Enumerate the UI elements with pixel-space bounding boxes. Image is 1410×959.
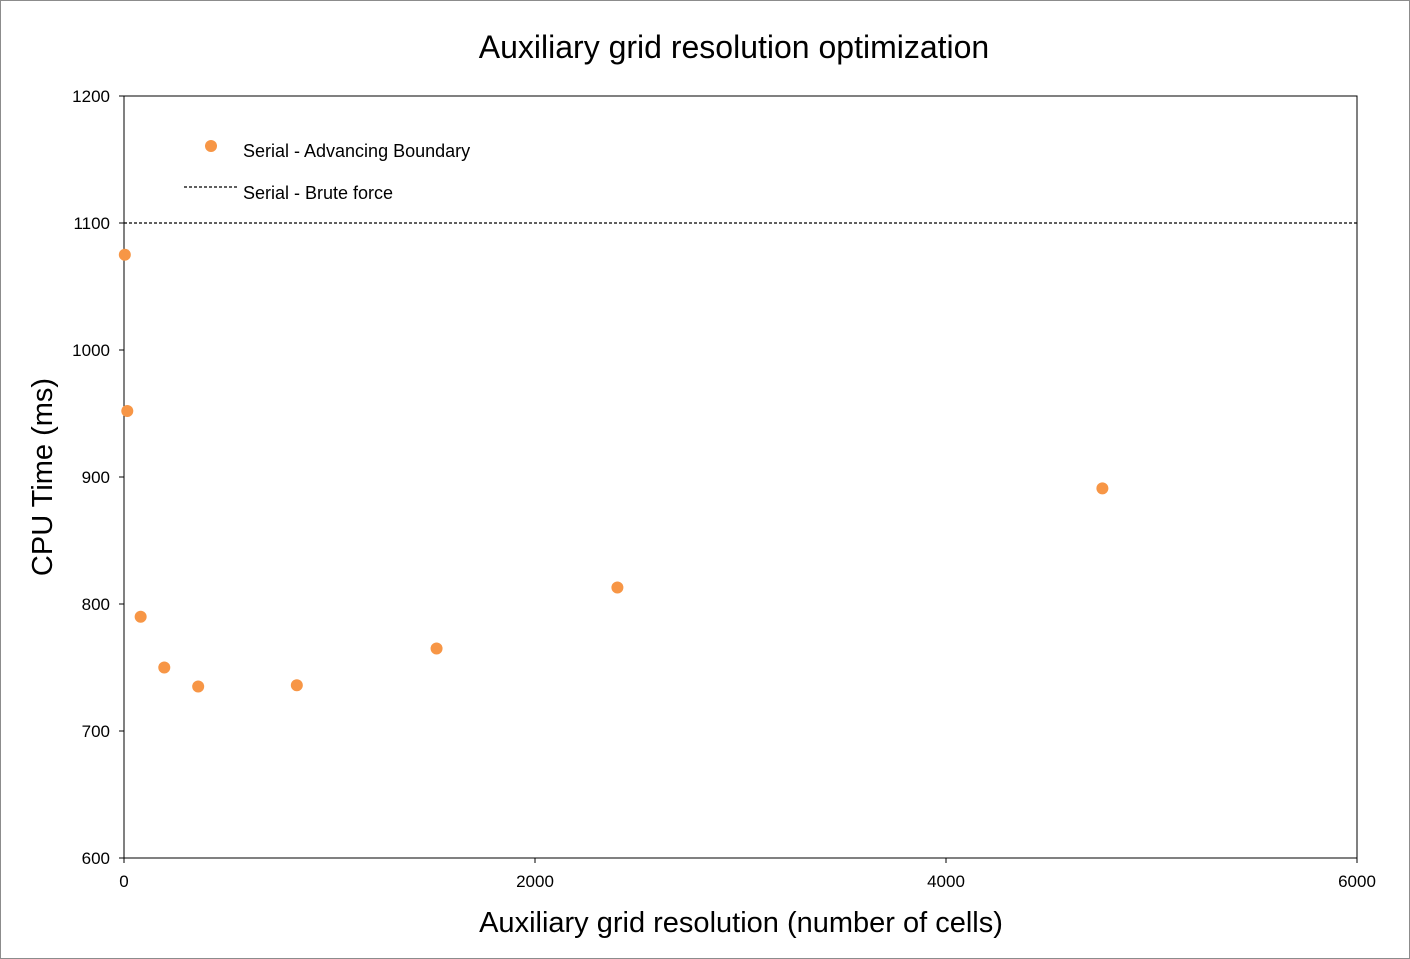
data-point [290,679,303,692]
x-axis-label: Auxiliary grid resolution (number of cel… [479,907,1003,939]
data-points [118,248,1109,693]
y-tick-label: 600 [82,849,110,868]
x-tick-label: 4000 [927,872,965,891]
axis-ticks: 600 700 800 900 1000 1100 1200 0 2000 4000 6000 [72,87,1376,891]
x-tick-label: 0 [119,872,128,891]
legend-label-advancing-boundary: Serial - Advancing Boundary [243,141,470,161]
x-tick-label: 6000 [1338,872,1376,891]
y-tick-label: 1000 [72,341,110,360]
data-point [192,680,205,693]
y-axis-label: CPU Time (ms) [27,378,59,576]
x-tick-label: 2000 [516,872,554,891]
data-point [118,248,131,261]
y-tick-label: 800 [82,595,110,614]
legend-label-brute-force: Serial - Brute force [243,183,393,203]
chart-title: Auxiliary grid resolution optimization [479,29,989,65]
data-point [430,642,443,655]
data-point [134,610,147,623]
y-tick-label: 1100 [73,214,110,233]
legend-scatter-marker [205,140,217,152]
y-tick-label: 1200 [72,87,110,106]
y-tick-label: 900 [82,468,110,487]
legend: Serial - Advancing Boundary Serial - Bru… [184,140,470,203]
data-point [611,581,624,594]
plot-area [123,95,1358,859]
y-tick-label: 700 [82,722,110,741]
data-point [121,404,134,417]
data-point [158,661,171,674]
data-point [1096,482,1109,495]
